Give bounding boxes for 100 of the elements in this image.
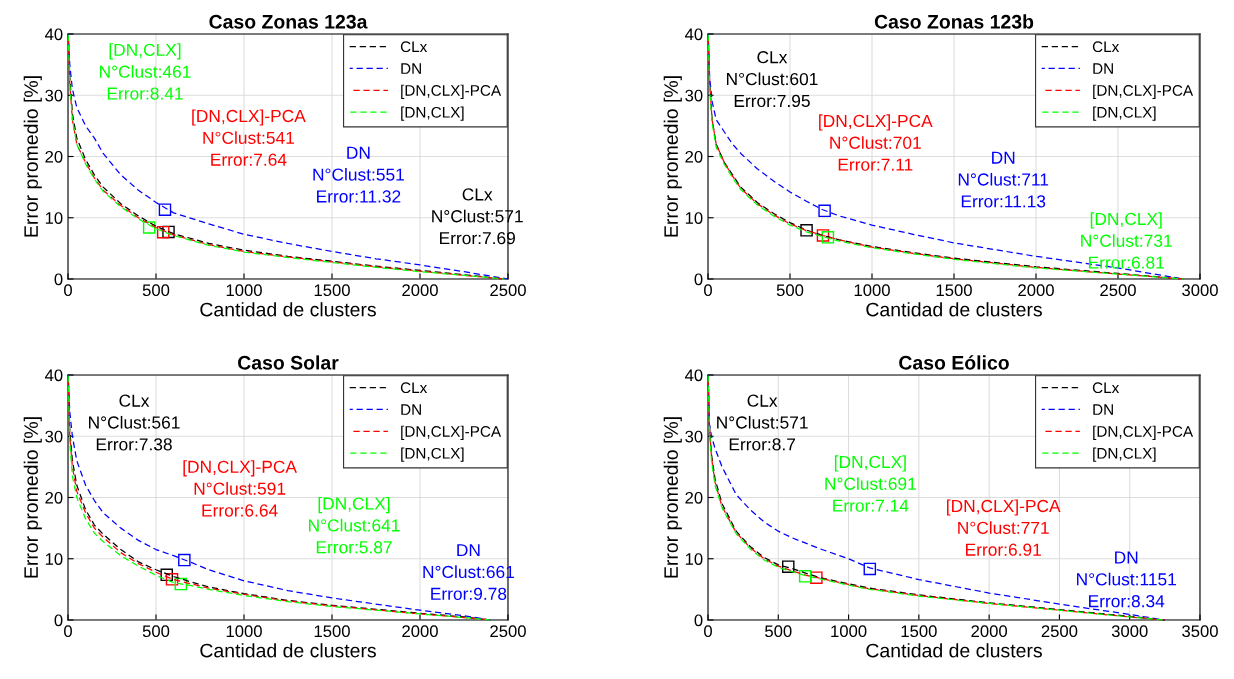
annotation: [DN,CLX]-PCA N°Clust:591 Error:6.64 <box>183 460 297 517</box>
annotation: [DN,CLX] N°Clust:691 Error:7.14 <box>825 455 916 512</box>
legend-label: [DN,CLX] <box>401 106 464 121</box>
x-tick-label: 2500 <box>490 625 526 638</box>
x-tick-label: 2500 <box>1041 625 1078 638</box>
legend-label: DN <box>1093 63 1113 74</box>
annotation: CLx N°Clust:571 Error:8.7 <box>717 394 808 451</box>
chart-title: Caso Eólico <box>899 355 1009 370</box>
x-tick-label: 0 <box>64 625 72 638</box>
y-tick-label: 10 <box>685 553 703 565</box>
x-tick-label: 500 <box>142 284 170 297</box>
x-tick-label: 1500 <box>314 625 350 638</box>
legend-label: DN <box>1093 404 1113 415</box>
x-axis-title: Cantidad de clusters <box>866 643 1042 658</box>
y-tick-label: 20 <box>45 491 63 504</box>
y-tick-label: 20 <box>685 150 703 163</box>
y-tick-label: 10 <box>45 553 63 565</box>
point <box>782 560 795 573</box>
y-tick-label: 40 <box>684 369 703 382</box>
x-tick-label: 1000 <box>854 284 890 297</box>
legend-label: CLx <box>400 382 428 394</box>
legend-label: [DN,CLX] <box>401 447 464 462</box>
point <box>178 553 191 567</box>
point <box>798 570 812 583</box>
y-tick-label: 20 <box>45 150 63 163</box>
x-tick-label: 500 <box>765 625 792 638</box>
x-tick-label: 500 <box>776 284 804 297</box>
y-tick-label: 30 <box>45 89 63 102</box>
y-axis-title: Error promedio [%] <box>23 76 42 237</box>
point <box>818 204 831 218</box>
x-tick-label: 1000 <box>831 625 867 638</box>
x-tick-label: 0 <box>64 284 72 297</box>
legend-label: [DN,CLX] <box>1093 447 1156 462</box>
x-tick-label: 2500 <box>490 284 526 297</box>
legend-label: CLx <box>400 41 428 53</box>
point <box>160 568 173 582</box>
x-axis-title: Cantidad de clusters <box>200 302 376 317</box>
annotation: [DN,CLX]-PCA N°Clust:771 Error:6.91 <box>947 499 1061 556</box>
chart-title: Caso Solar <box>238 355 339 370</box>
annotation: DN N°Clust:551 Error:11.32 <box>313 146 404 203</box>
point <box>800 224 813 237</box>
y-tick-label: 10 <box>45 212 63 224</box>
y-tick-label: 30 <box>685 430 703 443</box>
annotation: [DN,CLX] N°Clust:461 Error:8.41 <box>100 43 191 100</box>
legend-label: DN <box>401 404 421 415</box>
x-tick-label: 2000 <box>402 625 438 638</box>
chart-title: Caso Zonas 123a <box>209 14 368 29</box>
point <box>174 577 188 591</box>
annotation: DN N°Clust:1151 Error:8.34 <box>1077 551 1176 608</box>
chart-title: Caso Zonas 123b <box>874 14 1034 29</box>
legend-label: DN <box>401 63 421 74</box>
legend-label: CLx <box>1092 382 1120 394</box>
x-tick-label: 2000 <box>1018 284 1054 297</box>
x-tick-label: 1500 <box>901 625 937 638</box>
x-axis-title: Cantidad de clusters <box>866 302 1042 317</box>
point <box>863 562 877 576</box>
x-tick-label: 2500 <box>1100 284 1136 297</box>
legend-label: [DN,CLX]-PCA <box>1093 425 1194 440</box>
y-tick-label: 40 <box>684 28 703 41</box>
legend-label: [DN,CLX]-PCA <box>1093 84 1194 99</box>
point <box>158 203 172 216</box>
y-tick-label: 20 <box>685 491 703 504</box>
y-tick-label: 30 <box>685 89 703 102</box>
point <box>162 225 175 239</box>
annotation: [DN,CLX]-PCA N°Clust:701 Error:7.11 <box>819 114 933 171</box>
y-tick-label: 40 <box>44 369 63 382</box>
legend-label: CLx <box>1092 41 1120 53</box>
y-tick-label: 10 <box>685 212 703 224</box>
annotation: [DN,CLX] N°Clust:731 Error:6.81 <box>1081 212 1172 269</box>
y-axis-title: Error promedio [%] <box>23 417 42 578</box>
x-tick-label: 3000 <box>1182 284 1218 297</box>
y-tick-label: 0 <box>694 614 703 627</box>
point <box>142 221 156 234</box>
y-tick-label: 0 <box>694 273 703 286</box>
legend-label: [DN,CLX]-PCA <box>401 425 502 440</box>
annotation: [DN,CLX] N°Clust:641 Error:5.87 <box>309 496 400 554</box>
point <box>810 571 823 584</box>
y-tick-label: 30 <box>45 430 63 443</box>
annotation: [DN,CLX]-PCA N°Clust:541 Error:7.64 <box>192 109 306 166</box>
point <box>816 229 830 242</box>
x-tick-label: 2000 <box>971 625 1008 638</box>
y-tick-label: 0 <box>54 614 63 627</box>
y-axis-title: Error promedio [%] <box>663 76 682 237</box>
x-tick-label: 1000 <box>226 284 262 297</box>
x-tick-label: 3500 <box>1182 625 1218 638</box>
y-tick-label: 0 <box>54 273 63 286</box>
point <box>156 225 170 239</box>
x-tick-label: 1500 <box>314 284 350 297</box>
x-tick-label: 3000 <box>1111 625 1148 638</box>
x-tick-label: 2000 <box>402 284 438 297</box>
y-axis-title: Error promedio [%] <box>663 417 682 578</box>
x-tick-label: 0 <box>704 625 712 638</box>
y-tick-label: 40 <box>44 28 63 41</box>
legend-label: [DN,CLX] <box>1093 106 1156 121</box>
x-tick-label: 500 <box>142 625 170 638</box>
x-axis-title: Cantidad de clusters <box>200 643 376 658</box>
annotation: DN N°Clust:711 Error:11.13 <box>958 151 1049 208</box>
annotation: CLx N°Clust:561 Error:7.38 <box>89 394 180 451</box>
legend-label: [DN,CLX]-PCA <box>401 84 502 99</box>
annotation: CLx N°Clust:601 Error:7.95 <box>726 51 818 108</box>
